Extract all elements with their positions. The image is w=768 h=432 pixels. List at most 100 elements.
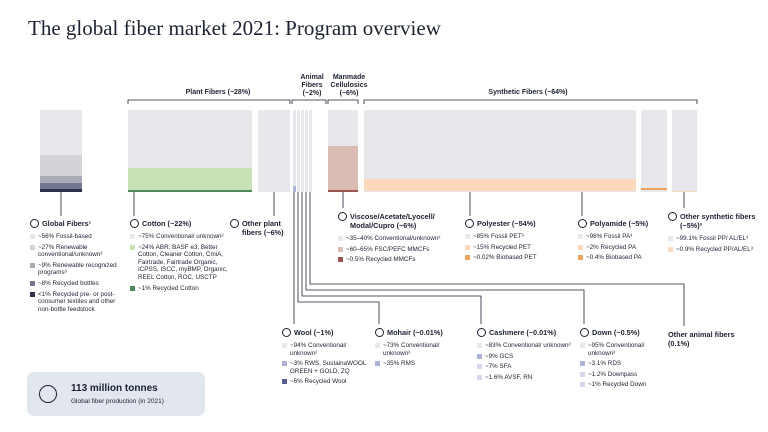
- section: Global Fibers¹ ~56% Fossil-based ~27% Rene…: [30, 219, 120, 316]
- swatch: [338, 257, 343, 263]
- bracket: [291, 99, 327, 104]
- legend-text: ~73% Conventional/ unknown²: [383, 342, 440, 357]
- section-title: Polyester (~54%): [465, 219, 560, 228]
- column: [301, 110, 304, 192]
- legend-text: ~2% Recycled PA: [586, 243, 637, 251]
- legend-text: ~6% Recycled Wool: [290, 378, 347, 386]
- legend-item: ~9% Renewable recognized programs³: [30, 262, 120, 277]
- group-label: Synthetic Fibers (~64%): [480, 89, 576, 97]
- swatch: [130, 244, 135, 250]
- section-title-text: Polyamide (~5%): [590, 219, 649, 228]
- swatch: [30, 280, 35, 286]
- swatch: [338, 246, 343, 252]
- legend-text: ~7% SFA: [485, 363, 512, 371]
- icon: [477, 328, 486, 337]
- swatch: [580, 371, 585, 377]
- swatch: [578, 234, 583, 239]
- swatch: [130, 285, 135, 291]
- legend-item: ~9% GCS: [477, 353, 573, 361]
- swatch: [30, 291, 35, 297]
- connector: [301, 192, 482, 324]
- swatch: [580, 382, 585, 388]
- legend-text: ~0.4% Biobased PA: [586, 254, 642, 262]
- group-label: Plant Fibers (~28%): [170, 89, 266, 97]
- section: Wool (~1%) ~94% Conventional/ unknown² ~3%…: [282, 328, 370, 389]
- swatch: [282, 379, 287, 385]
- segment: [40, 155, 82, 176]
- icon: [578, 219, 587, 228]
- swatch: [668, 246, 673, 252]
- legend-text: ~9% Renewable recognized programs³: [38, 261, 117, 277]
- column: [293, 110, 296, 192]
- icon: [668, 212, 677, 221]
- segment: [293, 186, 296, 192]
- legend-item: ~56% Fossil-based: [30, 233, 120, 241]
- icon: [580, 328, 589, 337]
- legend-item: ~94% Conventional/ unknown²: [282, 342, 370, 357]
- legend-text: ~9% GCS: [485, 352, 514, 360]
- section-title: Other synthetic fibers (~5%)³: [668, 212, 756, 230]
- legend-text: ~1.2% Downpass: [588, 370, 638, 378]
- column: [258, 110, 290, 192]
- swatch: [668, 236, 673, 241]
- segment: [40, 189, 82, 192]
- callout: 113 million tonnes Global fiber producti…: [27, 372, 205, 416]
- segment: [672, 191, 697, 192]
- column: [672, 110, 697, 192]
- swatch: [375, 361, 380, 367]
- icon: [375, 328, 384, 337]
- swatch: [30, 234, 35, 239]
- segment: [40, 183, 82, 189]
- swatch: [465, 244, 470, 250]
- globe-icon: [39, 385, 57, 403]
- swatch: [30, 262, 35, 268]
- legend-item: ~7% SFA: [477, 363, 573, 371]
- section-title: Cotton (~22%): [130, 219, 230, 228]
- icon: [282, 328, 291, 337]
- segment: [128, 190, 252, 192]
- section-title-text: Global Fibers¹: [42, 219, 92, 228]
- section-title: Mohair (~0.01%): [375, 328, 467, 337]
- section-title-text: Down (~0.5%): [592, 328, 640, 337]
- swatch: [282, 343, 287, 348]
- group-label: Animal Fibers (~2%): [292, 74, 332, 98]
- legend-item: ~1% Recycled Cotton: [130, 285, 230, 293]
- column: [305, 110, 308, 192]
- section-title: Polyamide (~5%): [578, 219, 664, 228]
- section: Other synthetic fibers (~5%)³ ~99.1% Foss…: [668, 212, 756, 256]
- legend-item: ~8% Recycled bottles: [30, 280, 120, 288]
- legend-text: ~0.5% Recycled MMCFs: [346, 256, 416, 264]
- legend-item: ~98% Fossil PA³: [578, 233, 664, 241]
- section-title-text: Wool (~1%): [294, 328, 334, 337]
- legend-item: ~0.02% Biobased PET: [465, 254, 560, 262]
- section: Cotton (~22%) ~75% Conventional/ unknown²…: [130, 219, 230, 295]
- segment: [328, 146, 358, 190]
- section-title: Down (~0.5%): [580, 328, 666, 337]
- legend-text: ~8% Recycled bottles: [38, 279, 99, 287]
- legend-item: ~0.5% Recycled MMCFs: [338, 256, 460, 264]
- legend-item: ~27% Renewable conventional/unknown²: [30, 244, 120, 259]
- section: Viscose/Acetate/Lyocell/ Modal/Cupro (~6…: [338, 212, 460, 267]
- legend-item: ~35–40% Conventional/unknown²: [338, 235, 460, 243]
- legend-text: ~94% Conventional/ unknown²: [290, 342, 347, 357]
- connector: [305, 192, 585, 324]
- column: [309, 110, 312, 192]
- swatch: [477, 343, 482, 348]
- legend-item: ~73% Conventional/ unknown²: [375, 342, 467, 357]
- section: Other plant fibers (~6%): [230, 219, 288, 242]
- swatch: [338, 236, 343, 241]
- section-title: Wool (~1%): [282, 328, 370, 337]
- icon: [30, 219, 39, 228]
- swatch: [578, 255, 583, 261]
- icon: [465, 219, 474, 228]
- connector: [297, 192, 380, 324]
- legend-text: ~1% Recycled Down: [588, 381, 647, 389]
- section: Other animal fibers (0.1%): [668, 330, 750, 353]
- legend-item: ~1.6% AVSF, RN: [477, 374, 573, 382]
- column: [364, 110, 636, 192]
- legend-item: ~3% RWS, SustainaWOOL GREEN + GOLD, ZQ: [282, 360, 370, 375]
- column: [297, 110, 300, 192]
- section-title: Viscose/Acetate/Lyocell/ Modal/Cupro (~6…: [338, 212, 460, 230]
